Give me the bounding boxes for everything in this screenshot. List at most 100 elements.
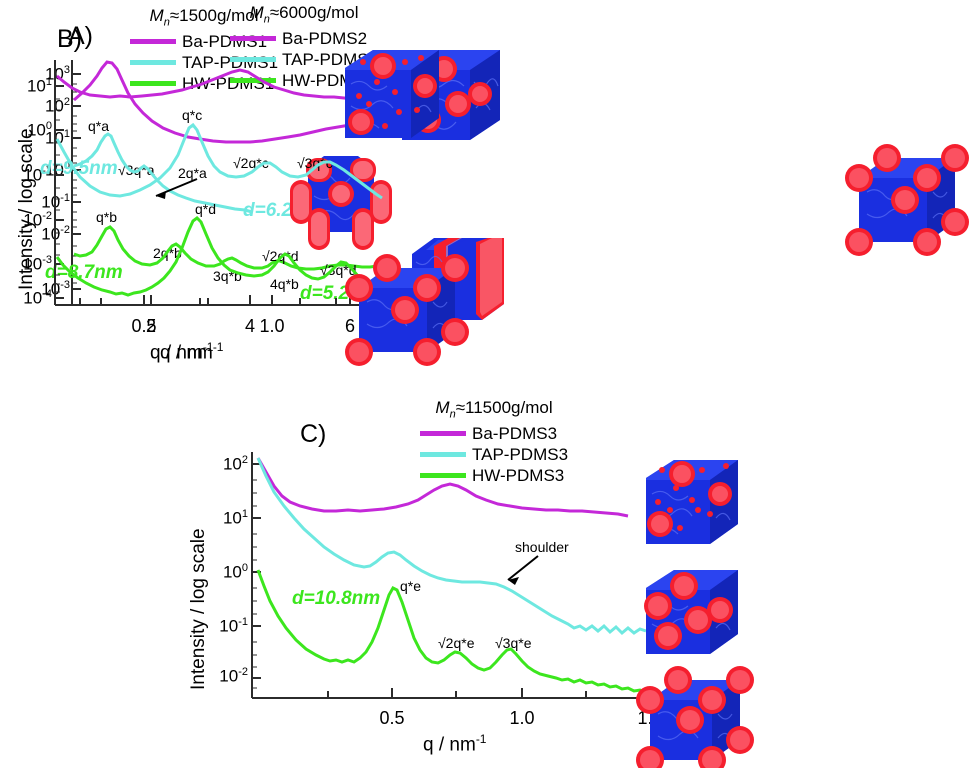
panel-b-ytick-m2: 10-2 (23, 210, 52, 230)
panel-c-arrow-shoulder (507, 555, 539, 581)
schematic-bcc-c (636, 666, 754, 768)
legend-swatch-purple (230, 36, 276, 42)
panel-c-ytick-m1: 10-1 (219, 616, 248, 636)
legend-label-ba-pdms3: Ba-PDMS3 (472, 423, 558, 443)
panel-a-xtick-2: 2 (145, 316, 156, 336)
legend-item-ba-pdms3: Ba-PDMS3 (420, 423, 568, 444)
panel-a: A) Mn≈1500g/mol Ba-PDMS1 TAP-PDMS1 HW-PD… (0, 0, 504, 380)
legend-swatch-green (420, 473, 466, 479)
panel-b-y-major-ticks (55, 85, 64, 299)
panel-a-curve-ba-pdms1 (73, 60, 385, 144)
panel-c-peak-sqrt3qe: √3q*e (495, 635, 532, 651)
panel-a-peak-qb: q*b (96, 209, 118, 225)
legend-swatch-purple (420, 431, 466, 437)
panel-b-legend-title: Mn≈6000g/mol (230, 3, 378, 25)
panel-c-curve-hw-pdms3 (256, 569, 653, 697)
panel-c-legend-title: Mn≈11500g/mol (420, 398, 568, 420)
schematic-disordered-micelles-b (345, 50, 439, 138)
mn-symbol: M (435, 398, 450, 417)
cylinder-cross-sections (290, 158, 392, 250)
mn-value: ≈6000g/mol (269, 3, 359, 22)
panel-b-ytick-1: 101 (26, 76, 52, 96)
panel-a-peak-qa: q*a (88, 118, 110, 134)
panel-c-xtick-05: 0.5 (379, 708, 405, 728)
bcc-lattice-spheres (636, 666, 754, 768)
mn-subscript: n (449, 408, 456, 421)
legend-swatch-cyan (130, 60, 176, 66)
panel-a-peak-2qa: 2q*a (178, 165, 207, 181)
schematic-bcc-b2 (345, 254, 469, 366)
schematic-bcc-b1 (845, 144, 969, 256)
panel-c-d-green: d=10.8nm (292, 588, 381, 609)
schematic-hexagonal-cylinders (290, 156, 392, 250)
panel-b-d-cyan: d=9.5nm (40, 158, 118, 179)
panel-a-curve-tap-pdms1 (73, 132, 253, 214)
panel-c-peak-sqrt2qe: √2q*e (438, 635, 475, 651)
panel-c-peak-qe: q*e (400, 578, 422, 594)
panel-b-peak-qd: q*d (195, 201, 217, 217)
panel-a-curve-hw-pdms1 (73, 225, 386, 271)
panel-b-curve-hw-pdms2 (55, 216, 383, 297)
panel-b-peak-sqrt3qc: √3q*c (297, 155, 333, 171)
panel-c-x-axis-label: q / nm-1 (423, 732, 487, 756)
panel-a-xtick-6: 6 (344, 316, 355, 336)
legend-swatch-cyan (420, 452, 466, 458)
panel-c-xtick-10: 1.0 (509, 708, 535, 728)
panel-c-y-minor-ticks (252, 479, 257, 689)
legend-label-hw-pdms3: HW-PDMS3 (472, 465, 565, 485)
legend-swatch-cyan (230, 57, 276, 63)
polymer-chains (350, 80, 432, 129)
panel-a-x-axis-label: q / nm-1 (150, 340, 214, 364)
panel-c-ytick-m2: 10-2 (219, 666, 248, 686)
panel-c: C) Mn≈11500g/mol Ba-PDMS3 TAP-PDMS3 HW-P… (170, 390, 979, 768)
panel-b-ytick-0: 100 (26, 120, 52, 140)
panel-b-xtick-10: 1.0 (259, 316, 285, 336)
schematic-disordered-micelles-c (646, 460, 738, 544)
panel-c-arrowhead-shoulder (508, 577, 519, 585)
mn-subscript: n (163, 16, 170, 29)
legend-item-hw-pdms3: HW-PDMS3 (420, 465, 568, 486)
legend-item-tap-pdms3: TAP-PDMS3 (420, 444, 568, 465)
legend-swatch-green (130, 81, 176, 87)
panel-a-xtick-4: 4 (244, 316, 255, 336)
legend-swatch-green (230, 78, 276, 84)
panel-b-x-axis-label: q / nm-1 (160, 340, 224, 364)
mn-value: ≈11500g/mol (455, 398, 553, 417)
legend-label-tap-pdms3: TAP-PDMS3 (472, 444, 569, 464)
free-chain-dots (356, 55, 424, 129)
panel-b-plot (54, 60, 385, 306)
panel-c-ytick-0: 100 (222, 562, 248, 582)
legend-swatch-purple (130, 39, 176, 45)
panel-b-ytick-m3: 10-3 (23, 254, 52, 274)
panel-b-ytick-m4: 10-4 (23, 288, 52, 308)
panel-a-y-major-ticks (72, 73, 81, 290)
panel-c-curve-tap-pdms3 (256, 457, 647, 636)
panel-c-ytick-2: 102 (222, 454, 248, 474)
legend-label-ba-pdms2: Ba-PDMS2 (282, 28, 368, 48)
free-chain-dots (655, 463, 729, 531)
mn-symbol: M (249, 3, 264, 22)
panel-a-peak-4qb: 4q*b (270, 276, 299, 292)
bcc-lattice-spheres (345, 254, 469, 366)
panel-c-letter: C) (300, 420, 327, 448)
panel-b-ytick-m1: 10-1 (23, 165, 52, 185)
panel-b-letter: B) (57, 25, 82, 53)
panel-c-x-ticks (327, 688, 651, 698)
mn-value: ≈1500g/mol (169, 6, 259, 25)
micelle-spheres (647, 461, 732, 537)
schematic-disordered-spheres-c (644, 570, 738, 654)
mn-subscript: n (263, 13, 270, 26)
legend-item-ba-pdms2: Ba-PDMS2 (230, 28, 378, 49)
panel-a-letter: A) (68, 22, 93, 50)
panel-b-x-ticks (79, 295, 337, 305)
panel-c-curve-ba-pdms3 (256, 457, 629, 518)
micelle-spheres (348, 53, 437, 135)
bcc-lattice-spheres (845, 144, 969, 256)
panel-a-arrowhead-2qa (156, 191, 166, 199)
panel-b-curve-ba-pdms2 (56, 68, 383, 112)
panel-c-label-shoulder: shoulder (515, 539, 569, 555)
panel-a-legend-title: Mn≈1500g/mol (130, 6, 278, 28)
panel-b-peak-qc: q*c (182, 107, 203, 123)
micelle-spheres (644, 572, 733, 650)
